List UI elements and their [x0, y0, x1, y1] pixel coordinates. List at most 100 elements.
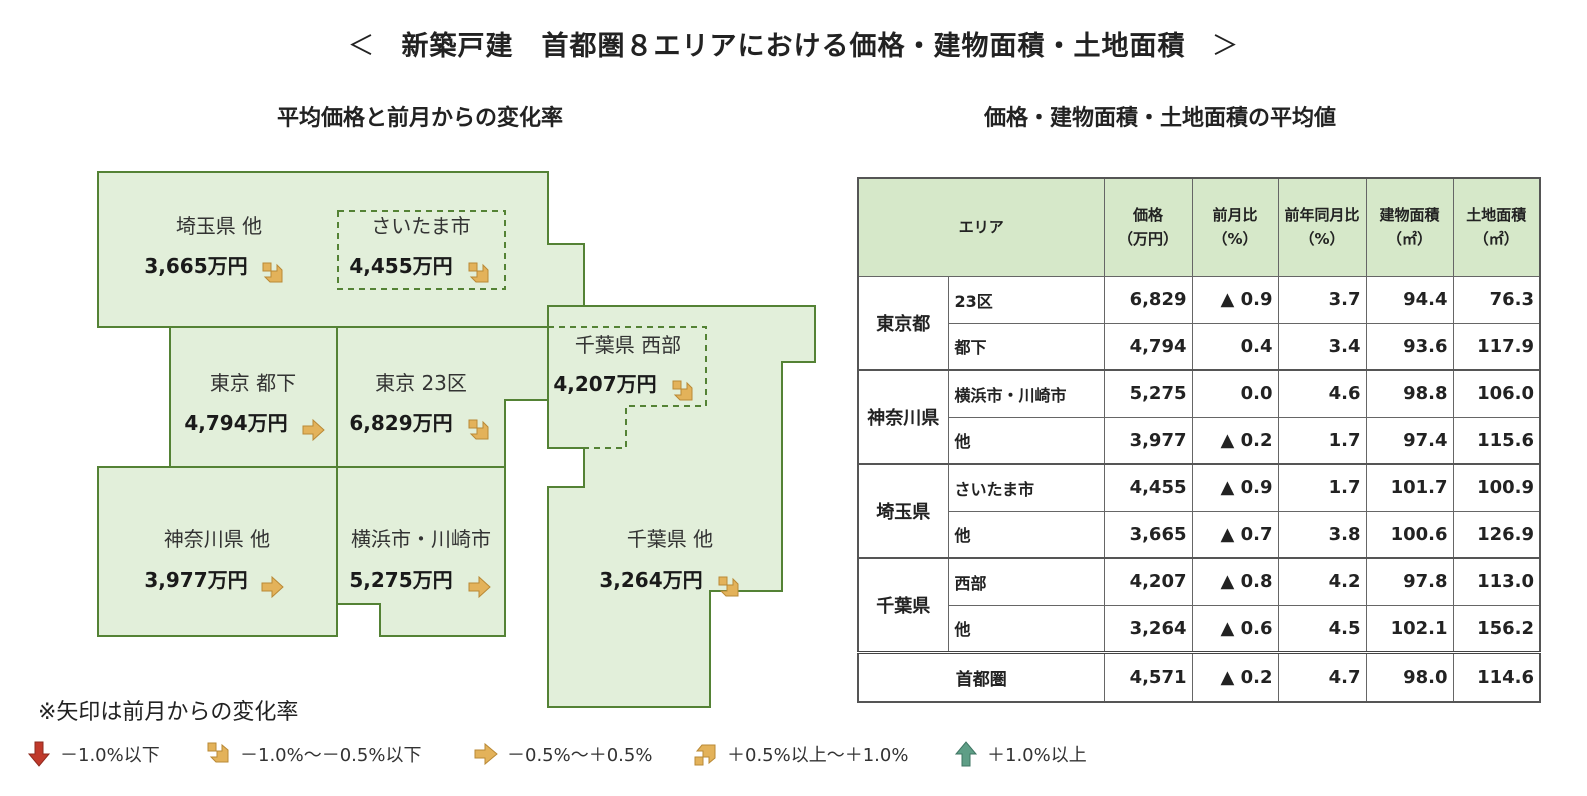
land-cell: 126.9: [1452, 510, 1541, 559]
building-cell: 97.8: [1365, 557, 1454, 606]
building-cell: 100.6: [1365, 510, 1454, 559]
map-value-saitama-other: 3,665万円: [144, 254, 247, 278]
map-label-kanagawa-other: 神奈川県 他: [164, 527, 270, 551]
legend-item: －1.0%～－0.5%以下: [206, 738, 421, 770]
pref-cell: 東京都: [857, 275, 949, 371]
arrow-up-right-icon: [694, 744, 716, 766]
header-land-area: 土地面積 （㎡）: [1452, 177, 1541, 277]
building-cell: 102.1: [1365, 604, 1454, 653]
map-label-saitama-other: 埼玉県 他: [176, 214, 262, 238]
yoy-cell: 4.2: [1277, 557, 1367, 606]
price-cell: 4,571: [1103, 650, 1193, 703]
land-cell: 115.6: [1452, 416, 1541, 465]
saitama-city-dashed-border: [337, 210, 506, 290]
land-cell: 106.0: [1452, 369, 1541, 418]
map-label-tokyo-toka: 東京 都下: [210, 371, 296, 395]
arrow-down-right-icon: [718, 576, 739, 597]
data-table: エリア 価格 （万円） 前月比 （%） 前年同月比 （%） 建物面積 （㎡） 土地面積（…: [857, 177, 1542, 703]
map-label-chiba-west: 千葉県 西部: [575, 333, 681, 357]
region-shape-tokyo-23: [336, 326, 549, 468]
land-cell: 113.0: [1452, 557, 1541, 606]
arrow-right-icon: [261, 575, 284, 599]
sub-area-cell: 他: [947, 604, 1105, 653]
price-cell: 3,665: [1103, 510, 1193, 559]
map-value-tokyo-23: 6,829万円: [349, 411, 452, 435]
table-title: 価格・建物面積・土地面積の平均値: [983, 106, 1336, 131]
arrow-down-right-icon: [207, 742, 229, 763]
title-open-bracket: ＜: [347, 31, 376, 62]
table-row: 他 3,665 ▲ 0.7 3.8 100.6 126.9: [858, 510, 1541, 559]
price-cell: 3,264: [1103, 604, 1193, 653]
building-cell: 97.4: [1365, 416, 1454, 465]
sub-area-cell: 23区: [947, 275, 1105, 324]
yoy-cell: 3.7: [1277, 275, 1367, 324]
building-cell: 94.4: [1365, 275, 1454, 324]
mom-cell: ▲ 0.6: [1191, 604, 1279, 653]
header-mom: 前月比 （%）: [1191, 177, 1279, 277]
legend-item: －0.5%～＋0.5%: [473, 738, 652, 770]
sub-area-cell: 他: [947, 416, 1105, 465]
region-shape-chiba: [547, 305, 816, 708]
mom-cell: ▲ 0.7: [1191, 510, 1279, 559]
pref-cell: 埼玉県: [857, 463, 949, 559]
legend-label: －1.0%以下: [60, 745, 160, 766]
page-title: ＜ 新築戸建 首都圏８エリアにおける価格・建物面積・土地面積 ＞: [0, 24, 1587, 63]
mom-cell: ▲ 0.2: [1191, 650, 1279, 703]
region-shape-kanagawa: [97, 466, 338, 637]
yoy-cell: 4.6: [1277, 369, 1367, 418]
header-yoy: 前年同月比 （%）: [1277, 177, 1367, 277]
arrow-right-icon: [474, 742, 498, 766]
map-value-chiba-west: 4,207万円: [553, 372, 656, 396]
price-cell: 4,455: [1103, 463, 1193, 512]
map-value-yokohama-kawasaki: 5,275万円: [349, 568, 452, 592]
region-shape-tokyo: [169, 326, 338, 468]
yoy-cell: 1.7: [1277, 416, 1367, 465]
header-price: 価格 （万円）: [1103, 177, 1193, 277]
arrow-down-right-icon: [672, 380, 693, 401]
title-close-bracket: ＞: [1211, 31, 1240, 62]
legend-label: ＋0.5%以上～＋1.0%: [727, 745, 909, 766]
arrow-note: ※矢印は前月からの変化率: [38, 700, 299, 725]
land-cell: 114.6: [1452, 650, 1541, 703]
arrow-down-right-icon: [262, 262, 283, 283]
land-cell: 76.3: [1452, 275, 1541, 324]
table-row: 神奈川県 横浜市・川崎市 5,275 0.0 4.6 98.8 106.0: [857, 369, 1541, 465]
price-cell: 5,275: [1103, 369, 1193, 418]
arrow-down-right-icon: [468, 419, 489, 440]
legend-item: －1.0%以下: [26, 738, 160, 770]
legend-label: －1.0%～－0.5%以下: [240, 745, 422, 766]
mom-cell: ▲ 0.9: [1191, 275, 1279, 324]
map-value-tokyo-toka: 4,794万円: [184, 411, 287, 435]
header-building-area: 建物面積 （㎡）: [1365, 177, 1454, 277]
yoy-cell: 3.4: [1277, 322, 1367, 371]
sub-area-cell: 都下: [947, 322, 1105, 371]
sub-area-cell: 横浜市・川崎市: [947, 369, 1105, 418]
map-label-yokohama-kawasaki: 横浜市・川崎市: [351, 527, 491, 551]
title-text: 新築戸建 首都圏８エリアにおける価格・建物面積・土地面積: [401, 31, 1186, 62]
price-cell: 3,977: [1103, 416, 1193, 465]
mom-cell: ▲ 0.9: [1191, 463, 1279, 512]
price-cell: 6,829: [1103, 275, 1193, 324]
land-cell: 117.9: [1452, 322, 1541, 371]
region-map: 埼玉県 他 3,665万円 さいたま市 4,455万円 千葉県 西部 4,207…: [97, 171, 816, 708]
arrow-right-icon: [302, 418, 325, 442]
arrow-down-right-icon: [468, 262, 489, 283]
legend-label: ＋1.0%以上: [987, 745, 1087, 766]
yoy-cell: 4.5: [1277, 604, 1367, 653]
pref-cell: 千葉県: [857, 557, 949, 653]
map-label-tokyo-23: 東京 23区: [375, 371, 467, 395]
map-label-chiba-other: 千葉県 他: [627, 527, 713, 551]
region-shape-north: [97, 171, 585, 328]
mom-cell: 0.4: [1191, 322, 1279, 371]
sub-area-cell: 西部: [947, 557, 1105, 606]
map-value-chiba-other: 3,264万円: [599, 568, 702, 592]
building-cell: 93.6: [1365, 322, 1454, 371]
sub-area-cell: 他: [947, 510, 1105, 559]
chiba-west-dashed-border: [548, 326, 707, 449]
table-row: 千葉県 西部 4,207 ▲ 0.8 4.2 97.8 113.0: [857, 557, 1541, 653]
table-row: 埼玉県 さいたま市 4,455 ▲ 0.9 1.7 101.7 100.9: [857, 463, 1541, 559]
table-row: 他 3,264 ▲ 0.6 4.5 102.1 156.2: [858, 604, 1541, 653]
building-cell: 101.7: [1365, 463, 1454, 512]
map-value-kanagawa-other: 3,977万円: [144, 568, 247, 592]
table-header-row: エリア 価格 （万円） 前月比 （%） 前年同月比 （%） 建物面積 （㎡） 土地面積（…: [857, 177, 1541, 277]
